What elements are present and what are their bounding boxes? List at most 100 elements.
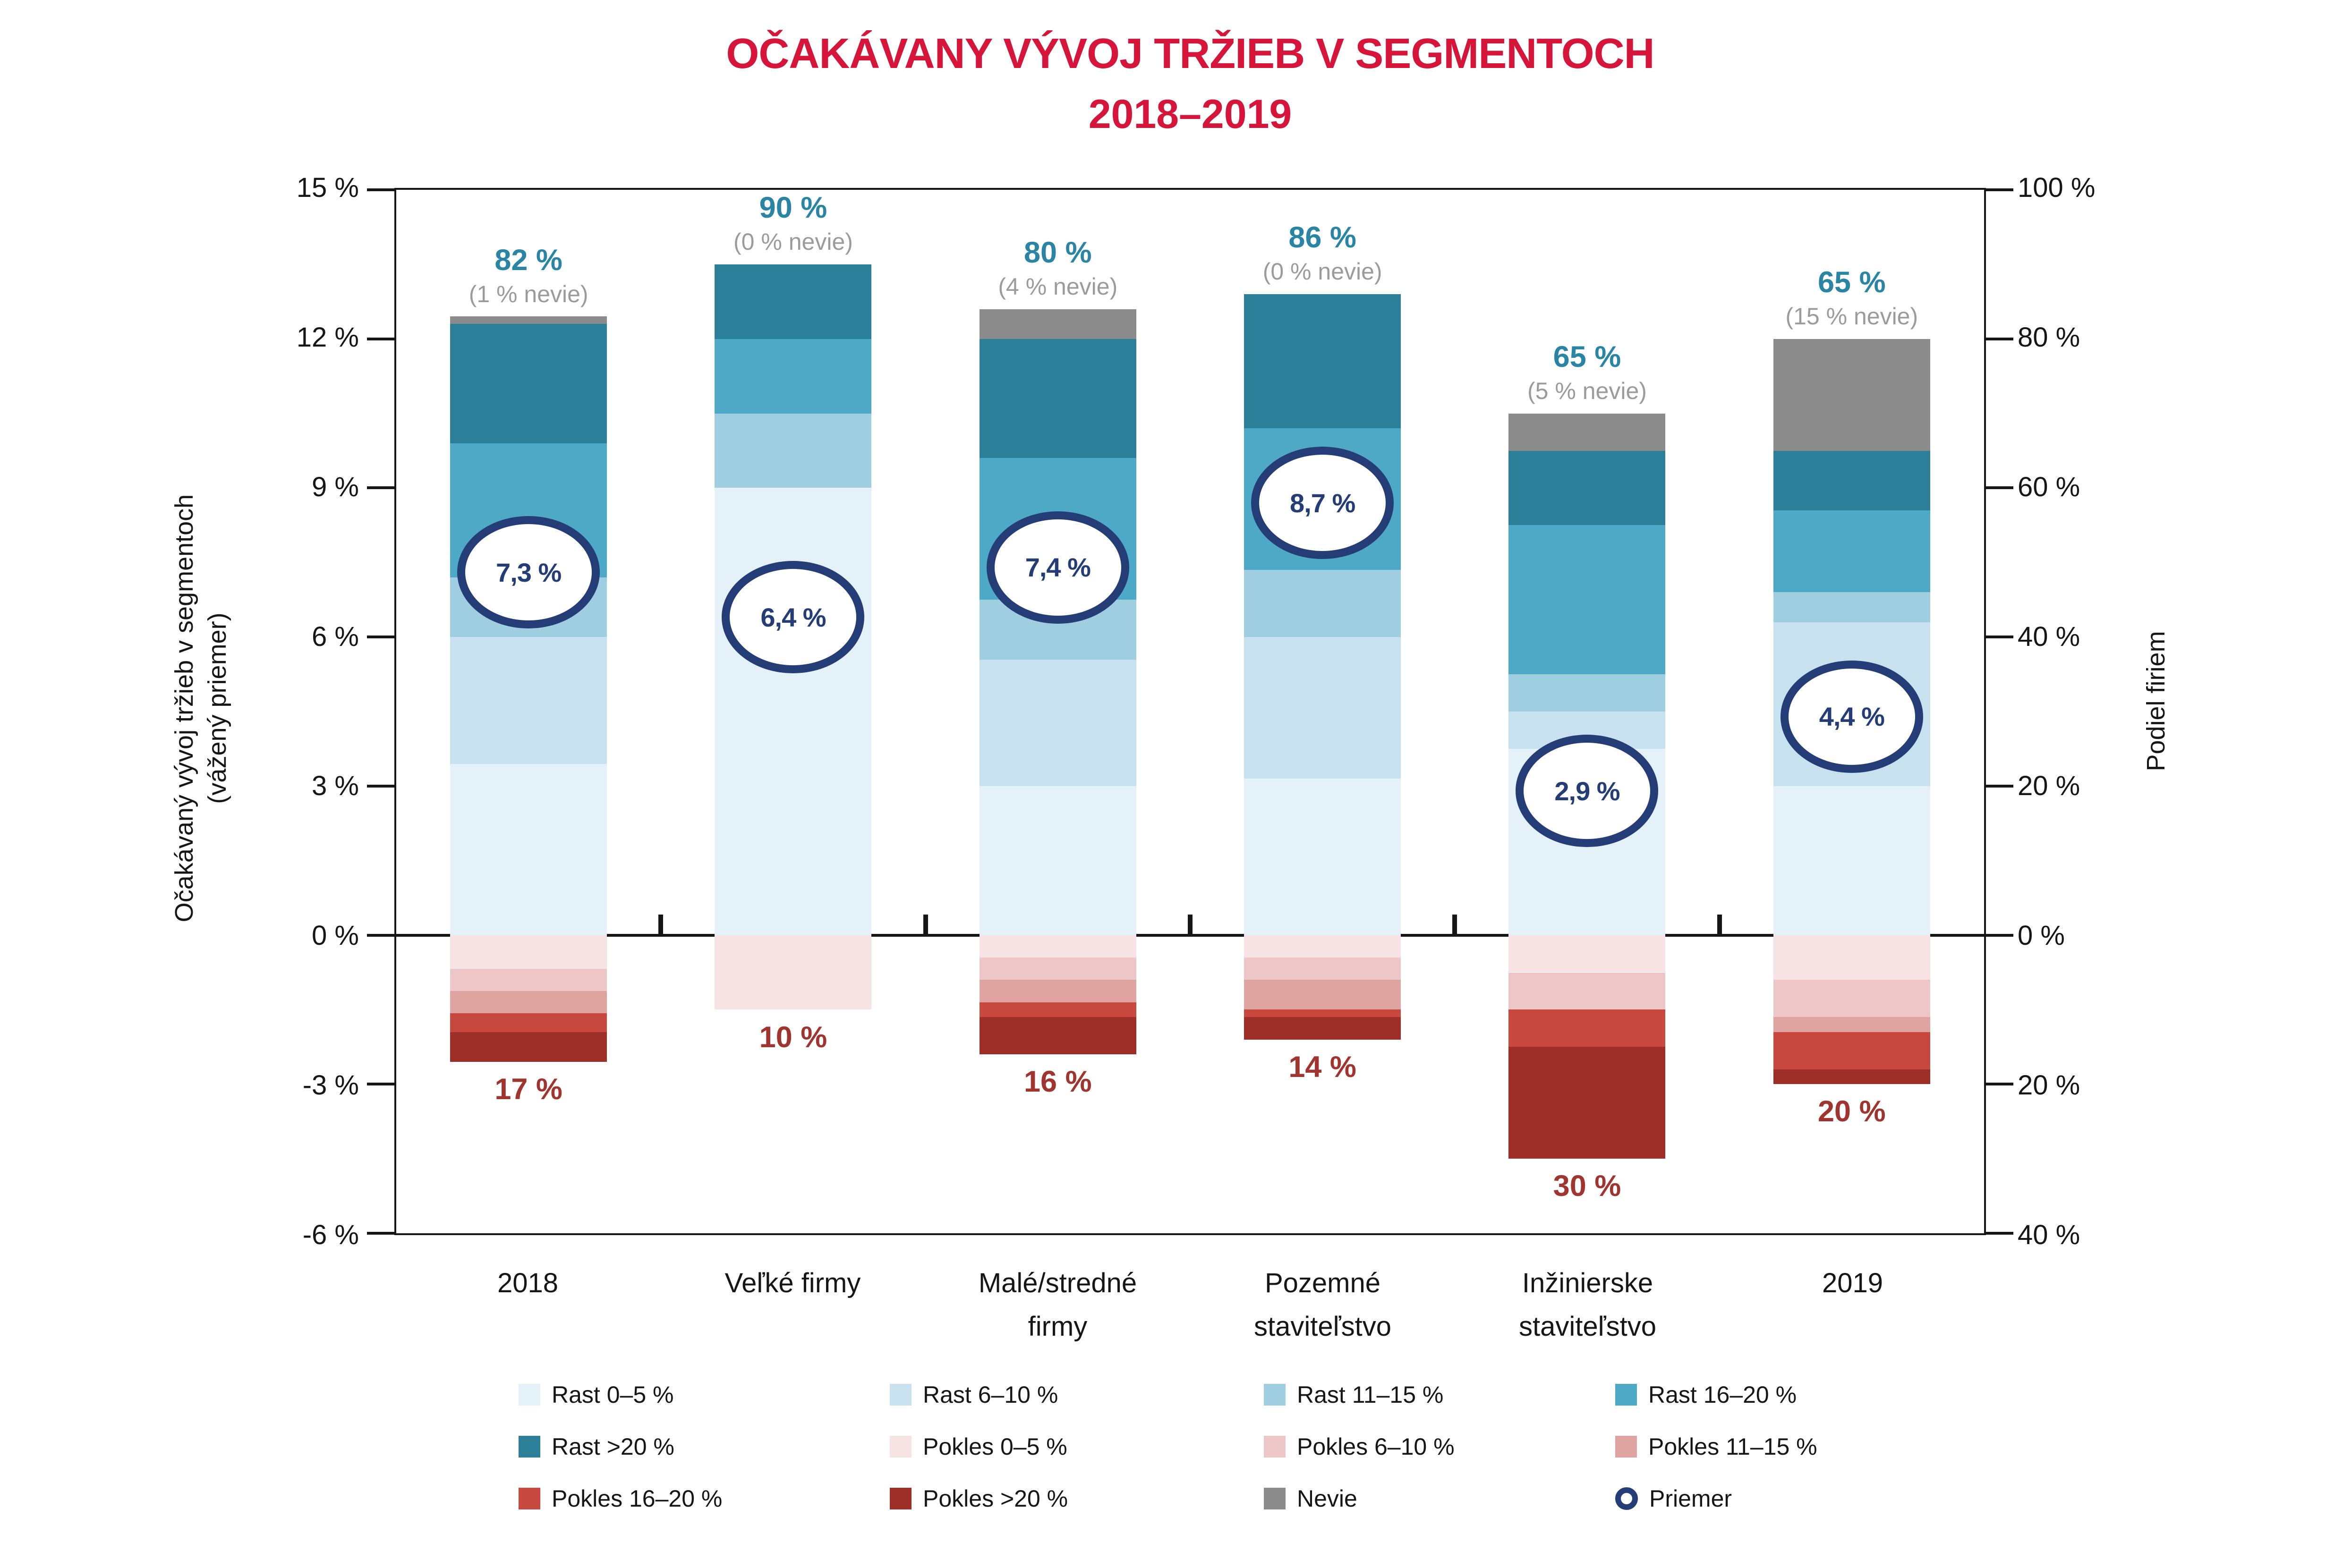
bar-group: 7,3 % 82 % (1 % nevie) 17 % — [396, 190, 661, 1233]
segment-rast-11-15 — [1244, 570, 1401, 637]
segment-rast-6-10 — [1244, 637, 1401, 779]
x-axis-label-line: Malé/stredné — [978, 1268, 1137, 1298]
bar-nevie-label: (5 % nevie) — [1527, 377, 1647, 404]
segment-pokles-0-5 — [1508, 935, 1666, 973]
average-marker: 7,4 % — [986, 511, 1129, 624]
segment-pokles-6-10 — [1244, 957, 1401, 980]
tick-mark-left — [367, 933, 394, 937]
zero-axis-line — [396, 933, 1984, 937]
x-axis-label-line: staviteľstvo — [1254, 1311, 1391, 1342]
segment-pokles-6-10 — [979, 957, 1136, 980]
tick-mark-right — [1986, 337, 2013, 340]
segment-pokles-0-5 — [450, 935, 607, 969]
segment-pokles-16-20 — [1773, 1032, 1930, 1069]
bar-total-label: 65 % — [1553, 340, 1621, 373]
average-marker: 8,7 % — [1251, 447, 1394, 559]
segment-pokles-11-15 — [1244, 980, 1401, 1010]
bar-nevie-label: (15 % nevie) — [1785, 303, 1918, 330]
y-tick-label-right: 60 % — [2018, 471, 2080, 502]
legend-swatch-rast-11-15 — [1264, 1384, 1286, 1406]
segment-rast-16-20 — [1773, 510, 1930, 593]
segment-rast-20plus — [979, 339, 1136, 458]
x-axis-label-line: 2019 — [1822, 1268, 1883, 1298]
tick-mark-left — [367, 1083, 394, 1086]
bar-top-label: 90 % (0 % nevie) — [651, 191, 935, 256]
x-axis-label: Veľké firmy — [660, 1262, 925, 1305]
segment-rast-11-15 — [1773, 592, 1930, 622]
segment-pokles-0-5 — [979, 935, 1136, 958]
segment-rast-20plus — [1773, 450, 1930, 510]
average-marker: 2,9 % — [1516, 735, 1659, 848]
bar-total-label: 80 % — [1024, 236, 1092, 269]
segment-rast-11-15 — [1508, 674, 1666, 712]
bar-nevie-label: (4 % nevie) — [998, 273, 1118, 300]
y-tick-label-left: 15 % — [296, 172, 359, 203]
chart-title: OČAKÁVANY VÝVOJ TRŽIEB V SEGMENTOCH — [726, 30, 1654, 77]
tick-mark-right — [1986, 636, 2013, 639]
bar-top-label: 80 % (4 % nevie) — [916, 236, 1200, 301]
legend-swatch-rast-16-20 — [1615, 1384, 1637, 1406]
bar-nevie-label: (0 % nevie) — [733, 229, 853, 255]
bar-total-label: 65 % — [1818, 266, 1886, 299]
segment-pokles-6-10 — [1508, 972, 1666, 1010]
legend-label: Rast >20 % — [552, 1433, 674, 1460]
x-axis-label-line: 2018 — [497, 1268, 559, 1298]
segment-rast-0-5 — [715, 488, 872, 935]
segment-nevie — [1508, 413, 1666, 451]
zero-line-group-tick — [923, 914, 928, 935]
x-axis-label-line: firmy — [1028, 1311, 1088, 1342]
y-tick-label-right: 20 % — [2018, 771, 2080, 802]
legend-item-rast-20plus: Rast >20 % — [519, 1433, 674, 1460]
legend-item-pokles-20plus: Pokles >20 % — [890, 1485, 1068, 1512]
segment-pokles-0-5 — [1773, 935, 1930, 980]
x-axis-label: 2019 — [1720, 1262, 1985, 1305]
legend-label: Pokles >20 % — [923, 1485, 1068, 1512]
segment-rast-20plus — [1244, 294, 1401, 429]
segment-rast-20plus — [715, 264, 872, 339]
tick-mark-right — [1986, 933, 2013, 937]
y-tick-label-right: 40 % — [2018, 621, 2080, 652]
zero-line-group-tick — [1188, 914, 1193, 935]
legend-item-rast-6-10: Rast 6–10 % — [890, 1382, 1058, 1408]
legend-item-nevie: Nevie — [1264, 1485, 1357, 1512]
segment-rast-0-5 — [450, 763, 607, 935]
segment-pokles-16-20 — [1508, 1009, 1666, 1047]
segment-pokles-11-15 — [1773, 1017, 1930, 1032]
legend-item-pokles-16-20: Pokles 16–20 % — [519, 1485, 722, 1512]
bar-nevie-label: (1 % nevie) — [469, 280, 588, 307]
legend-swatch-pokles-11-15 — [1615, 1436, 1637, 1458]
tick-mark-left — [367, 337, 394, 340]
y-tick-label-left: 0 % — [312, 920, 359, 951]
segment-rast-16-20 — [715, 339, 872, 414]
y-tick-label-left: 6 % — [312, 621, 359, 652]
segment-pokles-20plus — [1244, 1017, 1401, 1040]
segment-pokles-11-15 — [450, 991, 607, 1014]
segment-rast-11-15 — [715, 413, 872, 488]
legend-swatch-pokles-20plus — [890, 1488, 912, 1509]
segment-pokles-0-5 — [715, 935, 872, 1010]
legend-item-pokles-6-10: Pokles 6–10 % — [1264, 1433, 1455, 1460]
segment-rast-0-5 — [1244, 779, 1401, 935]
bar-group: 2,9 % 65 % (5 % nevie) 30 % — [1455, 190, 1719, 1233]
segment-pokles-16-20 — [979, 1002, 1136, 1017]
segment-pokles-6-10 — [450, 968, 607, 991]
bar-decline-label: 30 % — [1553, 1170, 1621, 1203]
tick-mark-left — [367, 188, 394, 191]
legend-swatch-rast-0-5 — [519, 1384, 540, 1406]
legend-item-priemer: Priemer — [1615, 1485, 1732, 1512]
tick-mark-right — [1986, 486, 2013, 490]
bar-group: 4,4 % 65 % (15 % nevie) 20 % — [1720, 190, 1984, 1233]
y-tick-label-right: 100 % — [2018, 172, 2096, 203]
legend-label: Priemer — [1649, 1485, 1732, 1512]
y-tick-label-left: 12 % — [296, 322, 359, 353]
y-tick-label-right: 20 % — [2018, 1070, 2080, 1101]
y-tick-label-left: -3 % — [302, 1070, 359, 1101]
x-axis-label: Pozemné staviteľstvo — [1190, 1262, 1455, 1348]
zero-line-group-tick — [1452, 914, 1457, 935]
bar-total-label: 90 % — [759, 191, 827, 225]
x-axis-label-line: Veľké firmy — [724, 1268, 861, 1298]
bar-group: 8,7 % 86 % (0 % nevie) 14 % — [1190, 190, 1455, 1233]
legend-swatch-rast-6-10 — [890, 1384, 912, 1406]
segment-pokles-11-15 — [979, 980, 1136, 1002]
